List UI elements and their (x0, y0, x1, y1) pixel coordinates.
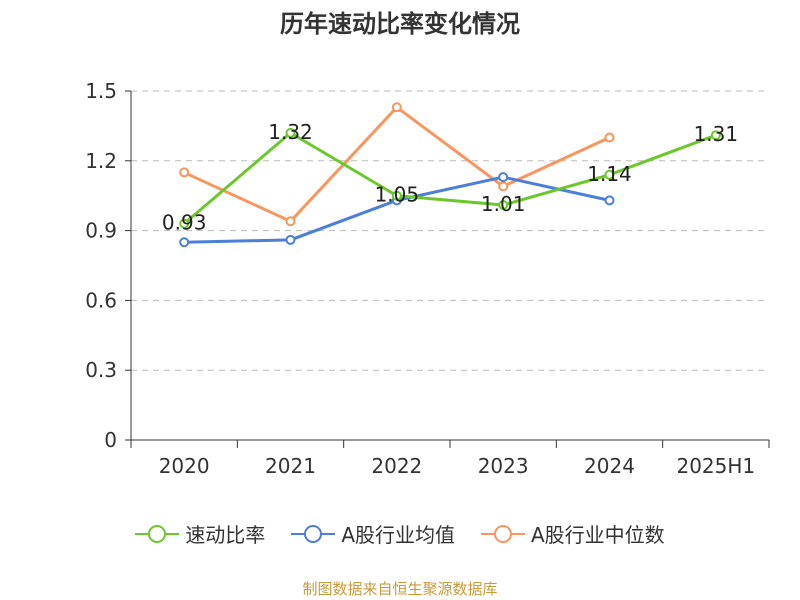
data-point (604, 132, 615, 143)
x-tick-label: 2020 (159, 454, 210, 478)
series-group (179, 102, 721, 248)
x-tick-label: 2021 (265, 454, 316, 478)
x-tick-label: 2024 (584, 454, 635, 478)
x-tick-label: 2022 (371, 454, 422, 478)
legend-swatch-icon (481, 524, 525, 543)
legend-item-industry-median[interactable]: A股行业中位数 (481, 519, 665, 548)
y-tick-label: 1.5 (85, 79, 117, 103)
x-tick-label: 2023 (478, 454, 529, 478)
y-tick-label: 0.9 (85, 219, 117, 243)
data-label: 1.32 (268, 120, 313, 144)
data-point (604, 169, 615, 180)
data-point (498, 181, 509, 192)
y-tick-label: 0 (104, 428, 117, 452)
data-point (179, 218, 190, 229)
data-point (179, 237, 190, 248)
grid-lines (131, 90, 769, 371)
x-tick-label: 2025H1 (676, 454, 755, 478)
y-tick-label: 0.6 (85, 288, 117, 312)
legend-label: A股行业均值 (341, 523, 455, 547)
data-point (498, 172, 509, 183)
legend-item-industry-mean[interactable]: A股行业均值 (291, 519, 455, 548)
data-point (285, 216, 296, 227)
data-point (498, 200, 509, 211)
data-labels: 0.93 1.32 1.05 1.01 1.14 1.31 (162, 120, 738, 235)
data-point (604, 195, 615, 206)
legend-label: A股行业中位数 (531, 523, 665, 547)
source-note: 制图数据来自恒生聚源数据库 (302, 580, 498, 598)
data-point (285, 127, 296, 138)
legend-item-speed-ratio[interactable]: 速动比率 (135, 519, 265, 548)
legend: 速动比率 A股行业均值 A股行业中位数 (0, 519, 800, 548)
data-label: 1.05 (375, 183, 420, 207)
data-point (710, 130, 721, 141)
y-tick-label: 1.2 (85, 149, 117, 173)
data-label: 0.93 (162, 211, 207, 235)
data-point (285, 234, 296, 245)
legend-label: 速动比率 (185, 523, 266, 547)
data-label: 1.31 (694, 122, 739, 146)
axes: 0 0.3 0.6 0.9 1.2 1.5 2020 2021 2022 2023 2024 2025… (85, 79, 770, 478)
data-point (179, 167, 190, 178)
y-tick-label: 0.3 (85, 358, 117, 382)
legend-swatch-icon (291, 524, 336, 543)
chart-title: 历年速动比率变化情况 (280, 10, 520, 38)
data-point (391, 190, 402, 201)
data-label: 1.01 (481, 192, 526, 216)
data-label: 1.14 (587, 162, 632, 186)
legend-swatch-icon (135, 524, 180, 543)
data-point (391, 102, 402, 113)
series-line (183, 131, 717, 225)
